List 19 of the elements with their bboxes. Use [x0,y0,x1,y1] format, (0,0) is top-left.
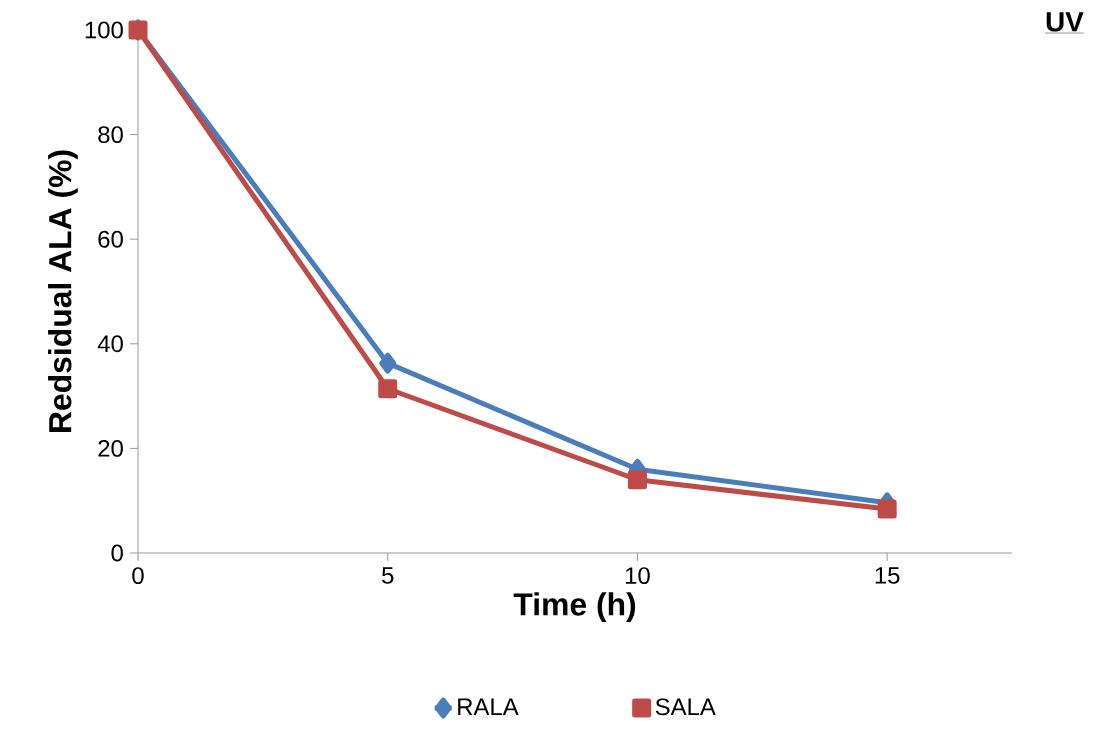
x-tick-label: 15 [875,567,900,584]
x-tick-label: 0 [132,567,144,585]
y-tick-label: 40 [97,335,123,353]
legend-label: SALA [655,698,716,716]
legend-label: RALA [458,698,519,715]
point [627,470,647,490]
point [877,499,897,519]
y-tick-label: 80 [98,126,123,144]
y-axis-title: Redsidual ALA (%) [48,150,78,432]
point [378,379,398,399]
x-tick-label: 10 [625,567,650,585]
y-tick-label: 100 [85,21,123,39]
text: UV [1046,12,1084,32]
y-tick-label: 20 [98,439,123,457]
y-tick-label: 0 [111,544,123,562]
x-axis-title: Time (h) [513,592,636,622]
point [379,352,397,374]
y-tick-label: 60 [98,230,123,248]
x-tick-label: 5 [382,567,394,584]
